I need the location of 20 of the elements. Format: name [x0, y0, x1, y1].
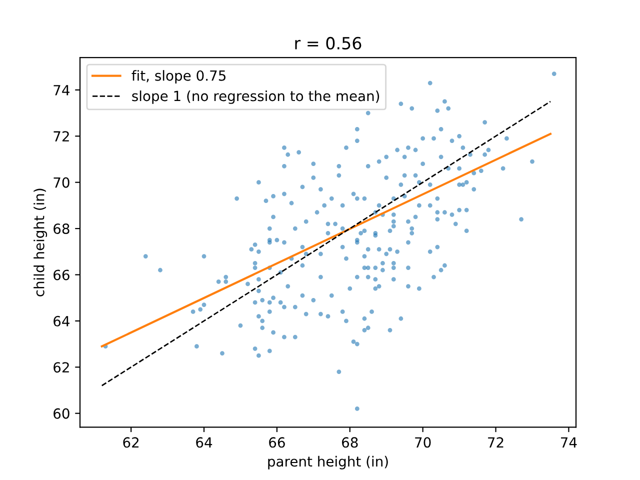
legend-label: fit, slope 0.75 [132, 70, 226, 84]
x-tick-label: 66 [269, 437, 285, 448]
x-axis-title: parent height (in) [268, 456, 388, 470]
y-tick-label: 66 [54, 270, 70, 280]
y-tick-label: 60 [54, 408, 70, 419]
legend-label: slope 1 (no regression to the mean) [132, 90, 380, 104]
y-tick-label: 72 [54, 131, 69, 142]
x-tick-label: 68 [342, 437, 358, 448]
y-tick-label: 68 [54, 224, 70, 234]
y-tick-label: 62 [54, 362, 69, 373]
x-tick-label: 64 [196, 437, 212, 448]
x-tick-label: 72 [488, 437, 504, 448]
chart-title: r = 0.56 [295, 36, 362, 50]
y-axis-title: child height (in) [34, 188, 48, 296]
y-tick-label: 74 [54, 85, 70, 96]
x-tick-label: 70 [415, 437, 431, 448]
x-tick-label: 74 [561, 437, 577, 448]
y-tick-label: 64 [54, 316, 70, 326]
y-tick-label: 70 [54, 177, 70, 188]
x-tick-label: 62 [123, 437, 139, 448]
